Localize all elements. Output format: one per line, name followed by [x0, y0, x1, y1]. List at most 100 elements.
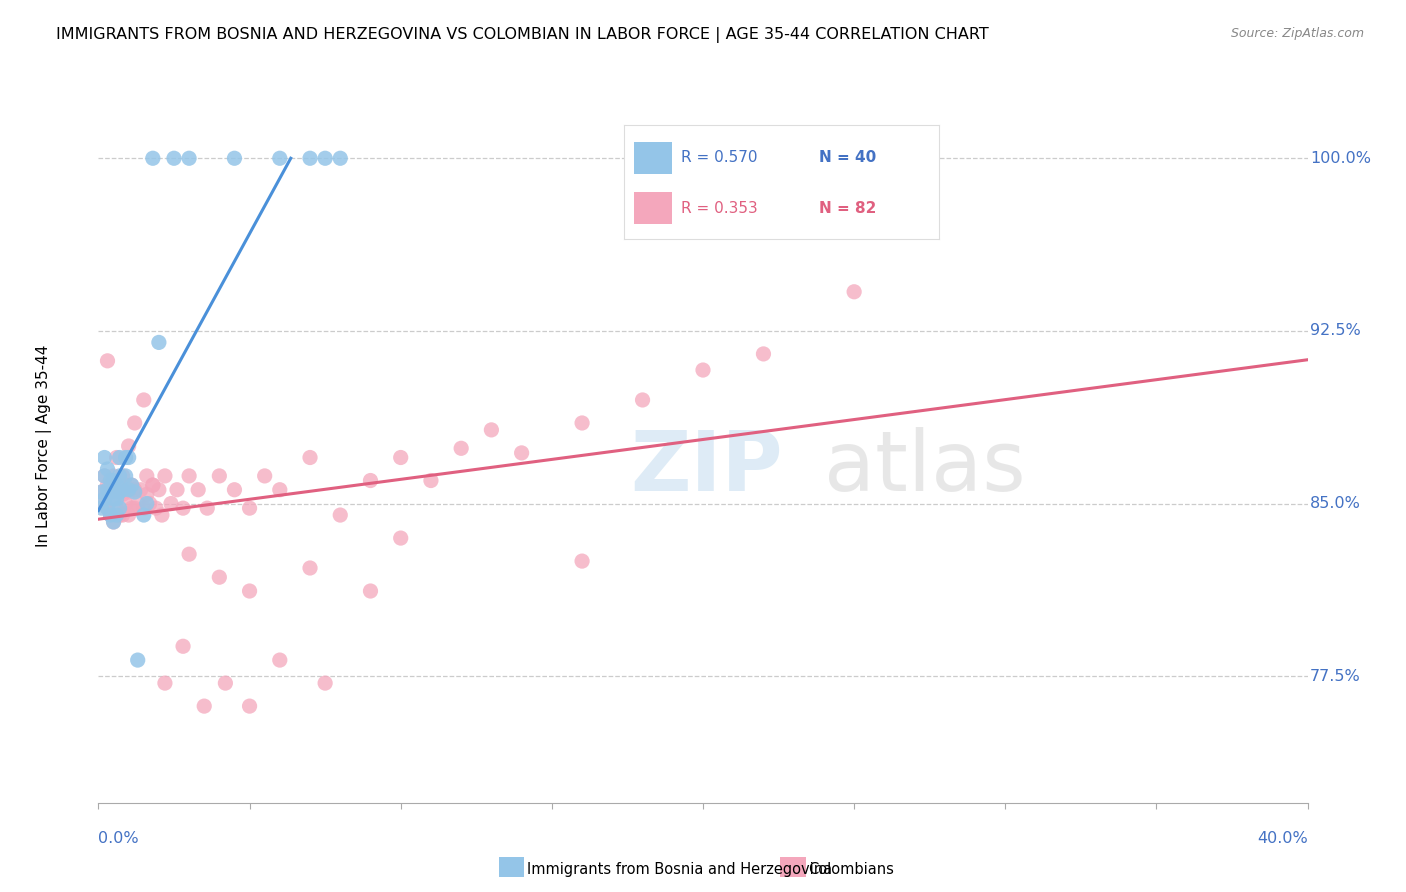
- Point: [100, 474, 122, 488]
- Point: [108, 483, 131, 497]
- Point: [224, 483, 246, 497]
- Point: [96, 478, 118, 492]
- Point: [239, 501, 262, 516]
- Point: [187, 483, 209, 497]
- Point: [139, 497, 162, 511]
- Point: [103, 478, 125, 492]
- Text: 0.0%: 0.0%: [98, 831, 139, 847]
- Point: [90, 485, 112, 500]
- Point: [132, 392, 155, 407]
- Point: [844, 285, 866, 299]
- Point: [96, 462, 118, 476]
- Point: [100, 483, 122, 497]
- Point: [510, 446, 533, 460]
- Point: [135, 487, 157, 501]
- Point: [114, 469, 136, 483]
- Point: [177, 547, 201, 561]
- Point: [96, 501, 118, 516]
- Point: [105, 508, 128, 522]
- Point: [631, 392, 654, 407]
- Text: 100.0%: 100.0%: [1310, 151, 1371, 166]
- Point: [93, 450, 115, 465]
- Point: [329, 508, 352, 522]
- Point: [127, 653, 149, 667]
- Point: [177, 469, 201, 483]
- Point: [114, 450, 136, 465]
- Point: [150, 508, 173, 522]
- Text: 85.0%: 85.0%: [1310, 496, 1361, 511]
- Point: [195, 501, 218, 516]
- Point: [121, 478, 143, 492]
- Point: [160, 497, 183, 511]
- Point: [752, 347, 775, 361]
- Point: [93, 469, 115, 483]
- Text: 40.0%: 40.0%: [1257, 831, 1308, 847]
- Text: atlas: atlas: [824, 427, 1025, 508]
- Point: [208, 570, 231, 584]
- Point: [314, 151, 336, 165]
- Point: [103, 474, 125, 488]
- Point: [124, 483, 146, 497]
- Point: [177, 151, 201, 165]
- Point: [269, 653, 291, 667]
- Point: [135, 497, 157, 511]
- Point: [253, 469, 276, 483]
- Text: Colombians: Colombians: [808, 863, 894, 877]
- Point: [118, 483, 141, 497]
- Point: [132, 501, 155, 516]
- Text: Immigrants from Bosnia and Herzegovina: Immigrants from Bosnia and Herzegovina: [527, 863, 832, 877]
- Point: [105, 478, 128, 492]
- Point: [299, 450, 322, 465]
- Point: [100, 485, 122, 500]
- Point: [269, 483, 291, 497]
- Point: [142, 151, 165, 165]
- Point: [105, 450, 128, 465]
- Point: [142, 478, 165, 492]
- Point: [127, 497, 149, 511]
- Point: [111, 508, 134, 522]
- Point: [132, 508, 155, 522]
- Point: [124, 416, 146, 430]
- Point: [108, 501, 131, 516]
- Point: [129, 483, 152, 497]
- Point: [108, 485, 131, 500]
- Text: In Labor Force | Age 35-44: In Labor Force | Age 35-44: [37, 345, 52, 547]
- Point: [111, 483, 134, 497]
- Point: [105, 478, 128, 492]
- Point: [93, 497, 115, 511]
- Point: [135, 469, 157, 483]
- Point: [105, 501, 128, 516]
- Text: 77.5%: 77.5%: [1310, 669, 1361, 683]
- Point: [100, 508, 122, 522]
- Point: [100, 508, 122, 522]
- Point: [124, 501, 146, 516]
- Point: [329, 151, 352, 165]
- Point: [172, 501, 194, 516]
- Point: [118, 439, 141, 453]
- Point: [108, 469, 131, 483]
- Point: [103, 515, 125, 529]
- Point: [208, 469, 231, 483]
- Point: [314, 676, 336, 690]
- Point: [118, 485, 141, 500]
- Point: [148, 483, 170, 497]
- Point: [239, 584, 262, 599]
- Point: [96, 483, 118, 497]
- Point: [124, 485, 146, 500]
- Point: [153, 676, 176, 690]
- Point: [360, 584, 382, 599]
- Point: [224, 151, 246, 165]
- Point: [118, 450, 141, 465]
- Point: [96, 354, 118, 368]
- Text: 92.5%: 92.5%: [1310, 324, 1361, 338]
- Point: [118, 508, 141, 522]
- Point: [103, 491, 125, 506]
- Point: [299, 151, 322, 165]
- Point: [148, 335, 170, 350]
- Point: [239, 699, 262, 714]
- Point: [108, 508, 131, 522]
- Point: [166, 483, 188, 497]
- Point: [571, 554, 593, 568]
- Point: [571, 416, 593, 430]
- Point: [111, 487, 134, 501]
